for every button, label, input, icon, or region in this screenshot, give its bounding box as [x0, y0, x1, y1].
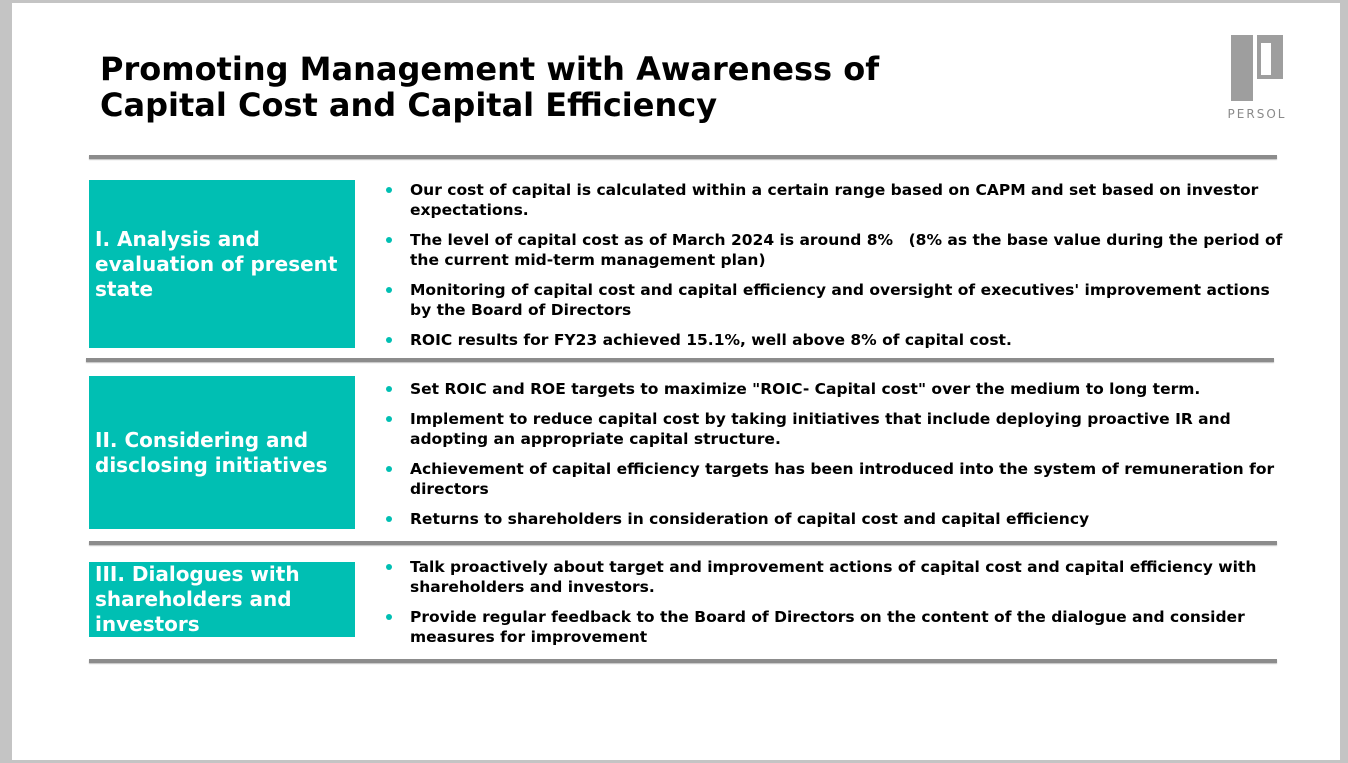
- title-line-2: Capital Cost and Capital Efficiency: [100, 86, 718, 124]
- bullet-dot-icon: [386, 386, 392, 392]
- bullet-text: The level of capital cost as of March 20…: [410, 231, 1283, 269]
- list-item: Our cost of capital is calculated within…: [384, 180, 1284, 220]
- list-item: Monitoring of capital cost and capital e…: [384, 280, 1284, 320]
- bullet-dot-icon: [386, 237, 392, 243]
- list-item: Set ROIC and ROE targets to maximize "RO…: [384, 379, 1284, 399]
- bullet-text: Monitoring of capital cost and capital e…: [410, 281, 1270, 319]
- slide: Promoting Management with Awareness of C…: [12, 3, 1340, 760]
- divider-1: [86, 358, 1274, 362]
- bullet-dot-icon: [386, 614, 392, 620]
- list-item: Achievement of capital efficiency target…: [384, 459, 1284, 499]
- logo-text: PERSOL: [1227, 107, 1287, 121]
- bullet-text: Returns to shareholders in consideration…: [410, 510, 1090, 528]
- persol-logo: PERSOL: [1217, 35, 1297, 125]
- section-label-analysis: I. Analysis and evaluation of present st…: [89, 180, 355, 348]
- title-line-1: Promoting Management with Awareness of: [100, 50, 880, 88]
- bullet-list-dialogues: Talk proactively about target and improv…: [384, 557, 1284, 657]
- divider-2: [89, 541, 1277, 545]
- bullet-dot-icon: [386, 287, 392, 293]
- page-title: Promoting Management with Awareness of C…: [100, 51, 1000, 123]
- bullet-dot-icon: [386, 564, 392, 570]
- bullet-list-initiatives: Set ROIC and ROE targets to maximize "RO…: [384, 379, 1284, 539]
- bullet-dot-icon: [386, 337, 392, 343]
- list-item: Provide regular feedback to the Board of…: [384, 607, 1284, 647]
- bullet-dot-icon: [386, 187, 392, 193]
- persol-logo-icon: [1231, 35, 1283, 101]
- bullet-text: Talk proactively about target and improv…: [410, 558, 1257, 596]
- bullet-text: Achievement of capital efficiency target…: [410, 460, 1275, 498]
- bullet-text: Implement to reduce capital cost by taki…: [410, 410, 1231, 448]
- bullet-text: Our cost of capital is calculated within…: [410, 181, 1259, 219]
- bullet-list-analysis: Our cost of capital is calculated within…: [384, 180, 1284, 360]
- list-item: The level of capital cost as of March 20…: [384, 230, 1284, 270]
- section-label-text: II. Considering and disclosing initiativ…: [95, 427, 328, 477]
- list-item: Talk proactively about target and improv…: [384, 557, 1284, 597]
- section-label-dialogues: III. Dialogues with shareholders and inv…: [89, 562, 355, 637]
- divider-top: [89, 155, 1277, 159]
- divider-bottom: [89, 659, 1277, 663]
- bullet-dot-icon: [386, 466, 392, 472]
- bullet-dot-icon: [386, 516, 392, 522]
- bullet-text: Set ROIC and ROE targets to maximize "RO…: [410, 380, 1201, 398]
- bullet-dot-icon: [386, 416, 392, 422]
- section-label-text: I. Analysis and evaluation of present st…: [95, 226, 338, 301]
- bullet-text: Provide regular feedback to the Board of…: [410, 608, 1245, 646]
- list-item: Returns to shareholders in consideration…: [384, 509, 1284, 529]
- bullet-text: ROIC results for FY23 achieved 15.1%, we…: [410, 331, 1012, 349]
- list-item: Implement to reduce capital cost by taki…: [384, 409, 1284, 449]
- section-label-text: III. Dialogues with shareholders and inv…: [95, 562, 300, 636]
- section-label-initiatives: II. Considering and disclosing initiativ…: [89, 376, 355, 529]
- list-item: ROIC results for FY23 achieved 15.1%, we…: [384, 330, 1284, 350]
